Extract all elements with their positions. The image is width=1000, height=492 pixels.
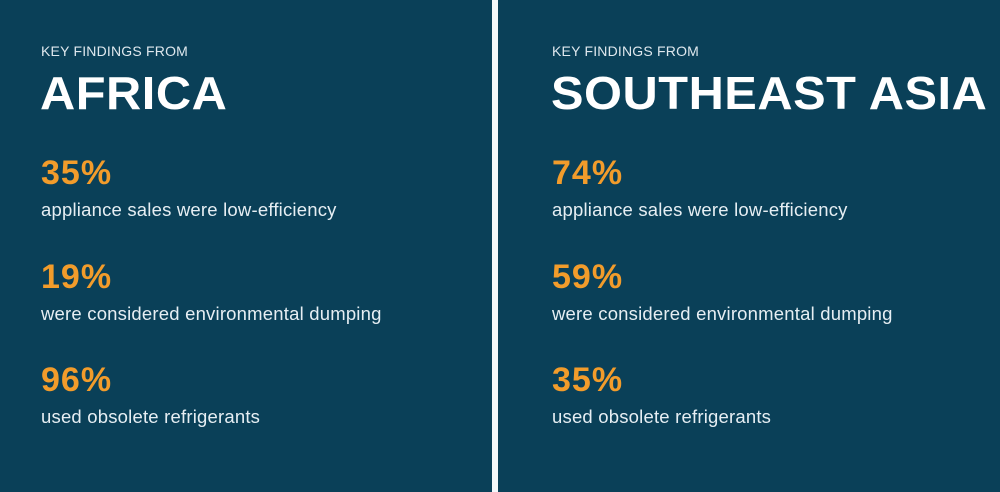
stat-description: used obsolete refrigerants	[552, 406, 772, 427]
region-title: SOUTHEAST ASIA	[551, 67, 988, 119]
stat-value: 96%	[41, 361, 113, 399]
stat-value: 35%	[552, 361, 624, 399]
panel-divider	[492, 0, 498, 492]
stat-value: 35%	[41, 154, 113, 192]
stat-item: 59% were considered environmental dumpin…	[552, 258, 893, 326]
stat-item: 19% were considered environmental dumpin…	[41, 258, 382, 326]
stat-value: 59%	[552, 258, 624, 296]
kicker-label: KEY FINDINGS FROM	[552, 43, 700, 59]
stat-item: 35% used obsolete refrigerants	[552, 361, 771, 429]
stat-value: 19%	[41, 258, 113, 296]
stat-description: appliance sales were low-efficiency	[552, 199, 848, 220]
stat-description: were considered environmental dumping	[552, 303, 893, 324]
africa-findings-panel: KEY FINDINGS FROM AFRICA 35% appliance s…	[0, 0, 492, 492]
stat-value: 74%	[552, 154, 624, 192]
stat-description: were considered environmental dumping	[41, 303, 382, 324]
stat-item: 74% appliance sales were low-efficiency	[552, 154, 848, 222]
region-title: AFRICA	[40, 67, 228, 119]
stat-description: appliance sales were low-efficiency	[41, 199, 337, 220]
southeast-asia-findings-panel: KEY FINDINGS FROM SOUTHEAST ASIA 74% app…	[498, 0, 1000, 492]
stat-item: 96% used obsolete refrigerants	[41, 361, 260, 429]
stat-description: used obsolete refrigerants	[41, 406, 261, 427]
kicker-label: KEY FINDINGS FROM	[41, 43, 189, 59]
stat-item: 35% appliance sales were low-efficiency	[41, 154, 337, 222]
